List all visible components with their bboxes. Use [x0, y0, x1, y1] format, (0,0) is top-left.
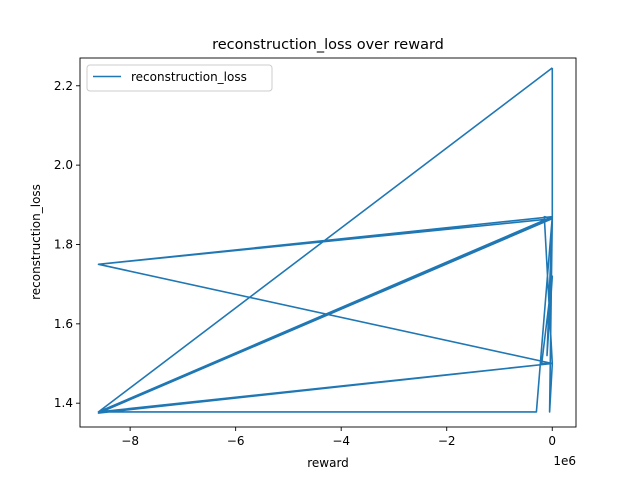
x-axis-label: reward	[307, 456, 349, 470]
x-tick-label: −8	[121, 434, 139, 448]
legend: reconstruction_loss	[86, 64, 273, 92]
y-tick-label: 2.2	[54, 79, 73, 93]
y-tick-label: 1.4	[54, 396, 73, 410]
series-line-reconstruction-loss	[97, 67, 554, 414]
plot-area-frame	[79, 57, 577, 428]
legend-label: reconstruction_loss	[131, 70, 247, 84]
x-tick-label: 0	[548, 434, 556, 448]
legend-box	[86, 64, 273, 92]
y-tick-label: 1.8	[54, 237, 73, 251]
x-axis-offset-label: 1e6	[553, 454, 576, 468]
y-tick-label: 2.0	[54, 158, 73, 172]
x-tick-label: −6	[227, 434, 245, 448]
y-axis-label: reconstruction_loss	[29, 184, 43, 300]
y-tick-label: 1.6	[54, 317, 73, 331]
x-tick-label: −4	[332, 434, 350, 448]
x-tick-label: −2	[438, 434, 456, 448]
chart-title: reconstruction_loss over reward	[212, 37, 444, 53]
